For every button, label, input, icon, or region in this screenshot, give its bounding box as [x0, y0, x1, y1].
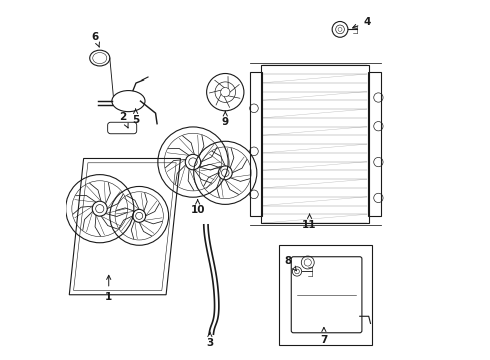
Bar — [368, 72, 381, 216]
Text: 3: 3 — [206, 332, 214, 348]
Text: 10: 10 — [191, 200, 205, 216]
Text: 1: 1 — [105, 275, 112, 302]
Text: 7: 7 — [320, 327, 328, 345]
Text: 6: 6 — [92, 32, 99, 47]
Text: 5: 5 — [132, 109, 139, 125]
Text: 8: 8 — [284, 256, 296, 271]
Text: 9: 9 — [221, 111, 229, 127]
Bar — [261, 65, 368, 223]
Text: 4: 4 — [353, 17, 370, 28]
Text: 11: 11 — [302, 214, 317, 230]
Bar — [250, 72, 262, 216]
Bar — [279, 244, 372, 345]
Text: 2: 2 — [120, 112, 128, 128]
